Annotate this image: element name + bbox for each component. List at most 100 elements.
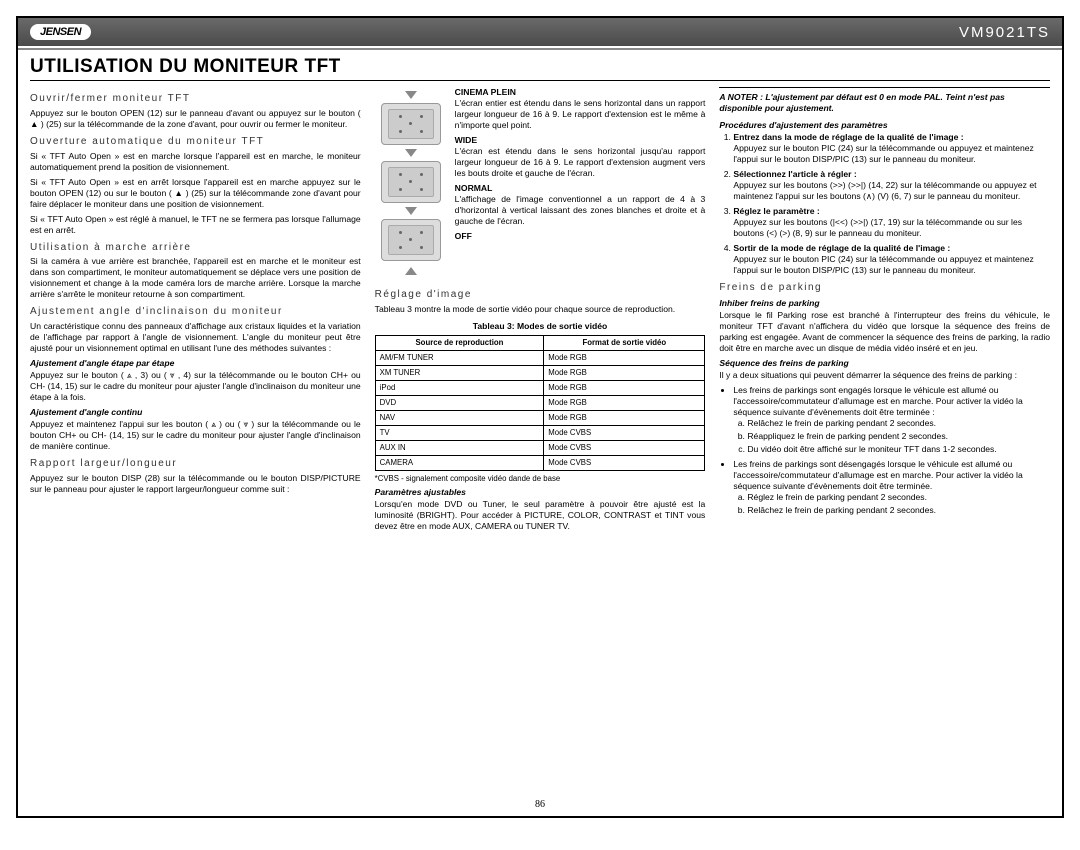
column-1: Ouvrir/fermer moniteur TFT Appuyez sur l… [30, 87, 361, 536]
header-divider [18, 48, 1062, 50]
h-tilt: Ajustement angle d'inclinaison du monite… [30, 306, 361, 319]
monitor-icon-3 [381, 219, 441, 261]
arrow-down-icon [405, 149, 417, 157]
cell-source: iPod [375, 380, 544, 395]
p-tilt: Un caractéristique connu des panneaux d'… [30, 321, 361, 354]
th-format: Format de sortie vidéo [544, 335, 705, 350]
monitor-icon-2 [381, 161, 441, 203]
proc-step-1: Entrez dans la mode de réglage de la qua… [733, 132, 1050, 165]
arrow-down-icon [405, 207, 417, 215]
h-aspect: Rapport largeur/longueur [30, 458, 361, 471]
p-inhibit: Lorsque le fil Parking rose est branché … [719, 310, 1050, 354]
h-image-adjust: Réglage d'image [375, 289, 706, 302]
normal-heading: NORMAL [455, 183, 706, 194]
table-row: DVDMode RGB [375, 395, 705, 410]
table-row: iPodMode RGB [375, 380, 705, 395]
note-block: A NOTER : L'ajustement par défaut est 0 … [719, 92, 1050, 114]
sit2-steps: Réglez le frein de parking pendant 2 sec… [747, 492, 1050, 516]
cinema-heading: CINEMA PLEIN [455, 87, 706, 98]
normal-text: L'affichage de l'image conventionnel a u… [455, 194, 706, 227]
p-continuous: Appuyez et maintenez l'appui sur les bou… [30, 419, 361, 452]
step4-body: Appuyez sur le bouton PIC (24) sur la té… [733, 254, 1033, 275]
sub-procedures: Procédures d'ajustement des paramètres [719, 120, 1050, 131]
content-columns: Ouvrir/fermer moniteur TFT Appuyez sur l… [18, 87, 1062, 536]
p-reverse: Si la caméra à vue arrière est branchée,… [30, 256, 361, 300]
arrow-down-icon [405, 91, 417, 99]
sit1-c: Du vidéo doit être affiché sur le monite… [747, 444, 1050, 455]
sub-sequence: Séquence des freins de parking [719, 358, 1050, 369]
cell-format: Mode CVBS [544, 455, 705, 470]
p-open-close: Appuyez sur le bouton OPEN (12) sur le p… [30, 108, 361, 130]
cell-source: TV [375, 425, 544, 440]
aspect-diagrams [375, 91, 447, 275]
header-bar: JENSEN VM9021TS [18, 18, 1062, 46]
cell-format: Mode RGB [544, 395, 705, 410]
cell-source: AUX IN [375, 440, 544, 455]
cell-source: AM/FM TUNER [375, 350, 544, 365]
procedure-list: Entrez dans la mode de réglage de la qua… [733, 132, 1050, 276]
table-row: NAVMode RGB [375, 410, 705, 425]
h-parking: Freins de parking [719, 282, 1050, 295]
cinema-text: L'écran entier est étendu dans le sens h… [455, 98, 706, 131]
cell-format: Mode RGB [544, 365, 705, 380]
th-source: Source de reproduction [375, 335, 544, 350]
sit2-a: Réglez le frein de parking pendant 2 sec… [747, 492, 1050, 503]
note-rule [719, 87, 1050, 88]
model-number: VM9021TS [959, 24, 1050, 41]
p-sequence-intro: Il y a deux situations qui peuvent démar… [719, 370, 1050, 381]
step4-lead: Sortir de la mode de réglage de la quali… [733, 243, 950, 253]
wide-heading: WIDE [455, 135, 706, 146]
sit1-steps: Relâchez le frein de parking pendant 2 s… [747, 418, 1050, 455]
step2-lead: Sélectionnez l'article à régler : [733, 169, 856, 179]
cell-source: DVD [375, 395, 544, 410]
sub-adjustable: Paramètres ajustables [375, 487, 706, 498]
parking-situations: Les freins de parkings sont engagés lors… [733, 385, 1050, 516]
situation-2: Les freins de parkings sont désengagés l… [733, 459, 1050, 516]
p-auto-open-3: Si « TFT Auto Open » est réglé à manuel,… [30, 214, 361, 236]
p-step: Appuyez sur le bouton ( ⩓ , 3) ou ( ⩔ , … [30, 370, 361, 403]
cell-format: Mode RGB [544, 410, 705, 425]
table-row: AUX INMode CVBS [375, 440, 705, 455]
h-auto-open: Ouverture automatique du moniteur TFT [30, 136, 361, 149]
sub-continuous: Ajustement d'angle continu [30, 407, 361, 418]
sit2-text: Les freins de parkings sont désengagés l… [733, 459, 1022, 491]
sit1-text: Les freins de parkings sont engagés lors… [733, 385, 1022, 417]
cell-source: XM TUNER [375, 365, 544, 380]
sit1-b: Réappliquez le frein de parking pendent … [747, 431, 1050, 442]
p-auto-open-2: Si « TFT Auto Open » est en arrêt lorsqu… [30, 177, 361, 210]
arrow-up-icon [405, 267, 417, 275]
step3-body: Appuyez sur les boutons (|<<) (>>|) (17,… [733, 217, 1022, 238]
step3-lead: Réglez le paramètre : [733, 206, 819, 216]
p-adjustable: Lorsqu'en mode DVD ou Tuner, le seul par… [375, 499, 706, 532]
situation-1: Les freins de parkings sont engagés lors… [733, 385, 1050, 455]
table-row: AM/FM TUNERMode RGB [375, 350, 705, 365]
brand-logo: JENSEN [30, 24, 91, 40]
step1-lead: Entrez dans la mode de réglage de la qua… [733, 132, 963, 142]
step1-body: Appuyez sur le bouton PIC (24) sur la té… [733, 143, 1033, 164]
proc-step-3: Réglez le paramètre :Appuyez sur les bou… [733, 206, 1050, 239]
cell-format: Mode RGB [544, 380, 705, 395]
proc-step-2: Sélectionnez l'article à régler :Appuyez… [733, 169, 1050, 202]
table-row: XM TUNERMode RGB [375, 365, 705, 380]
table-row: TVMode CVBS [375, 425, 705, 440]
off-heading: OFF [455, 231, 706, 242]
video-modes-table: Source de reproduction Format de sortie … [375, 335, 706, 471]
cell-format: Mode RGB [544, 350, 705, 365]
cell-format: Mode CVBS [544, 440, 705, 455]
column-2: CINEMA PLEIN L'écran entier est étendu d… [375, 87, 706, 536]
p-auto-open-1: Si « TFT Auto Open » est en marche lorsq… [30, 151, 361, 173]
table-footnote: *CVBS - signalement composite vidéo dand… [375, 474, 706, 484]
wide-text: L'écran est étendu dans le sens horizont… [455, 146, 706, 179]
monitor-icon-1 [381, 103, 441, 145]
p-image-adjust: Tableau 3 montre la mode de sortie vidéo… [375, 304, 706, 315]
title-rule [30, 80, 1050, 81]
sit1-a: Relâchez le frein de parking pendant 2 s… [747, 418, 1050, 429]
table-caption: Tableau 3: Modes de sortie vidéo [375, 321, 706, 332]
h-reverse: Utilisation à marche arrière [30, 242, 361, 255]
cell-source: NAV [375, 410, 544, 425]
proc-step-4: Sortir de la mode de réglage de la quali… [733, 243, 1050, 276]
column-3: A NOTER : L'ajustement par défaut est 0 … [719, 87, 1050, 536]
table-row: CAMERAMode CVBS [375, 455, 705, 470]
page-title: UTILISATION DU MONITEUR TFT [30, 56, 1050, 78]
h-open-close: Ouvrir/fermer moniteur TFT [30, 93, 361, 106]
